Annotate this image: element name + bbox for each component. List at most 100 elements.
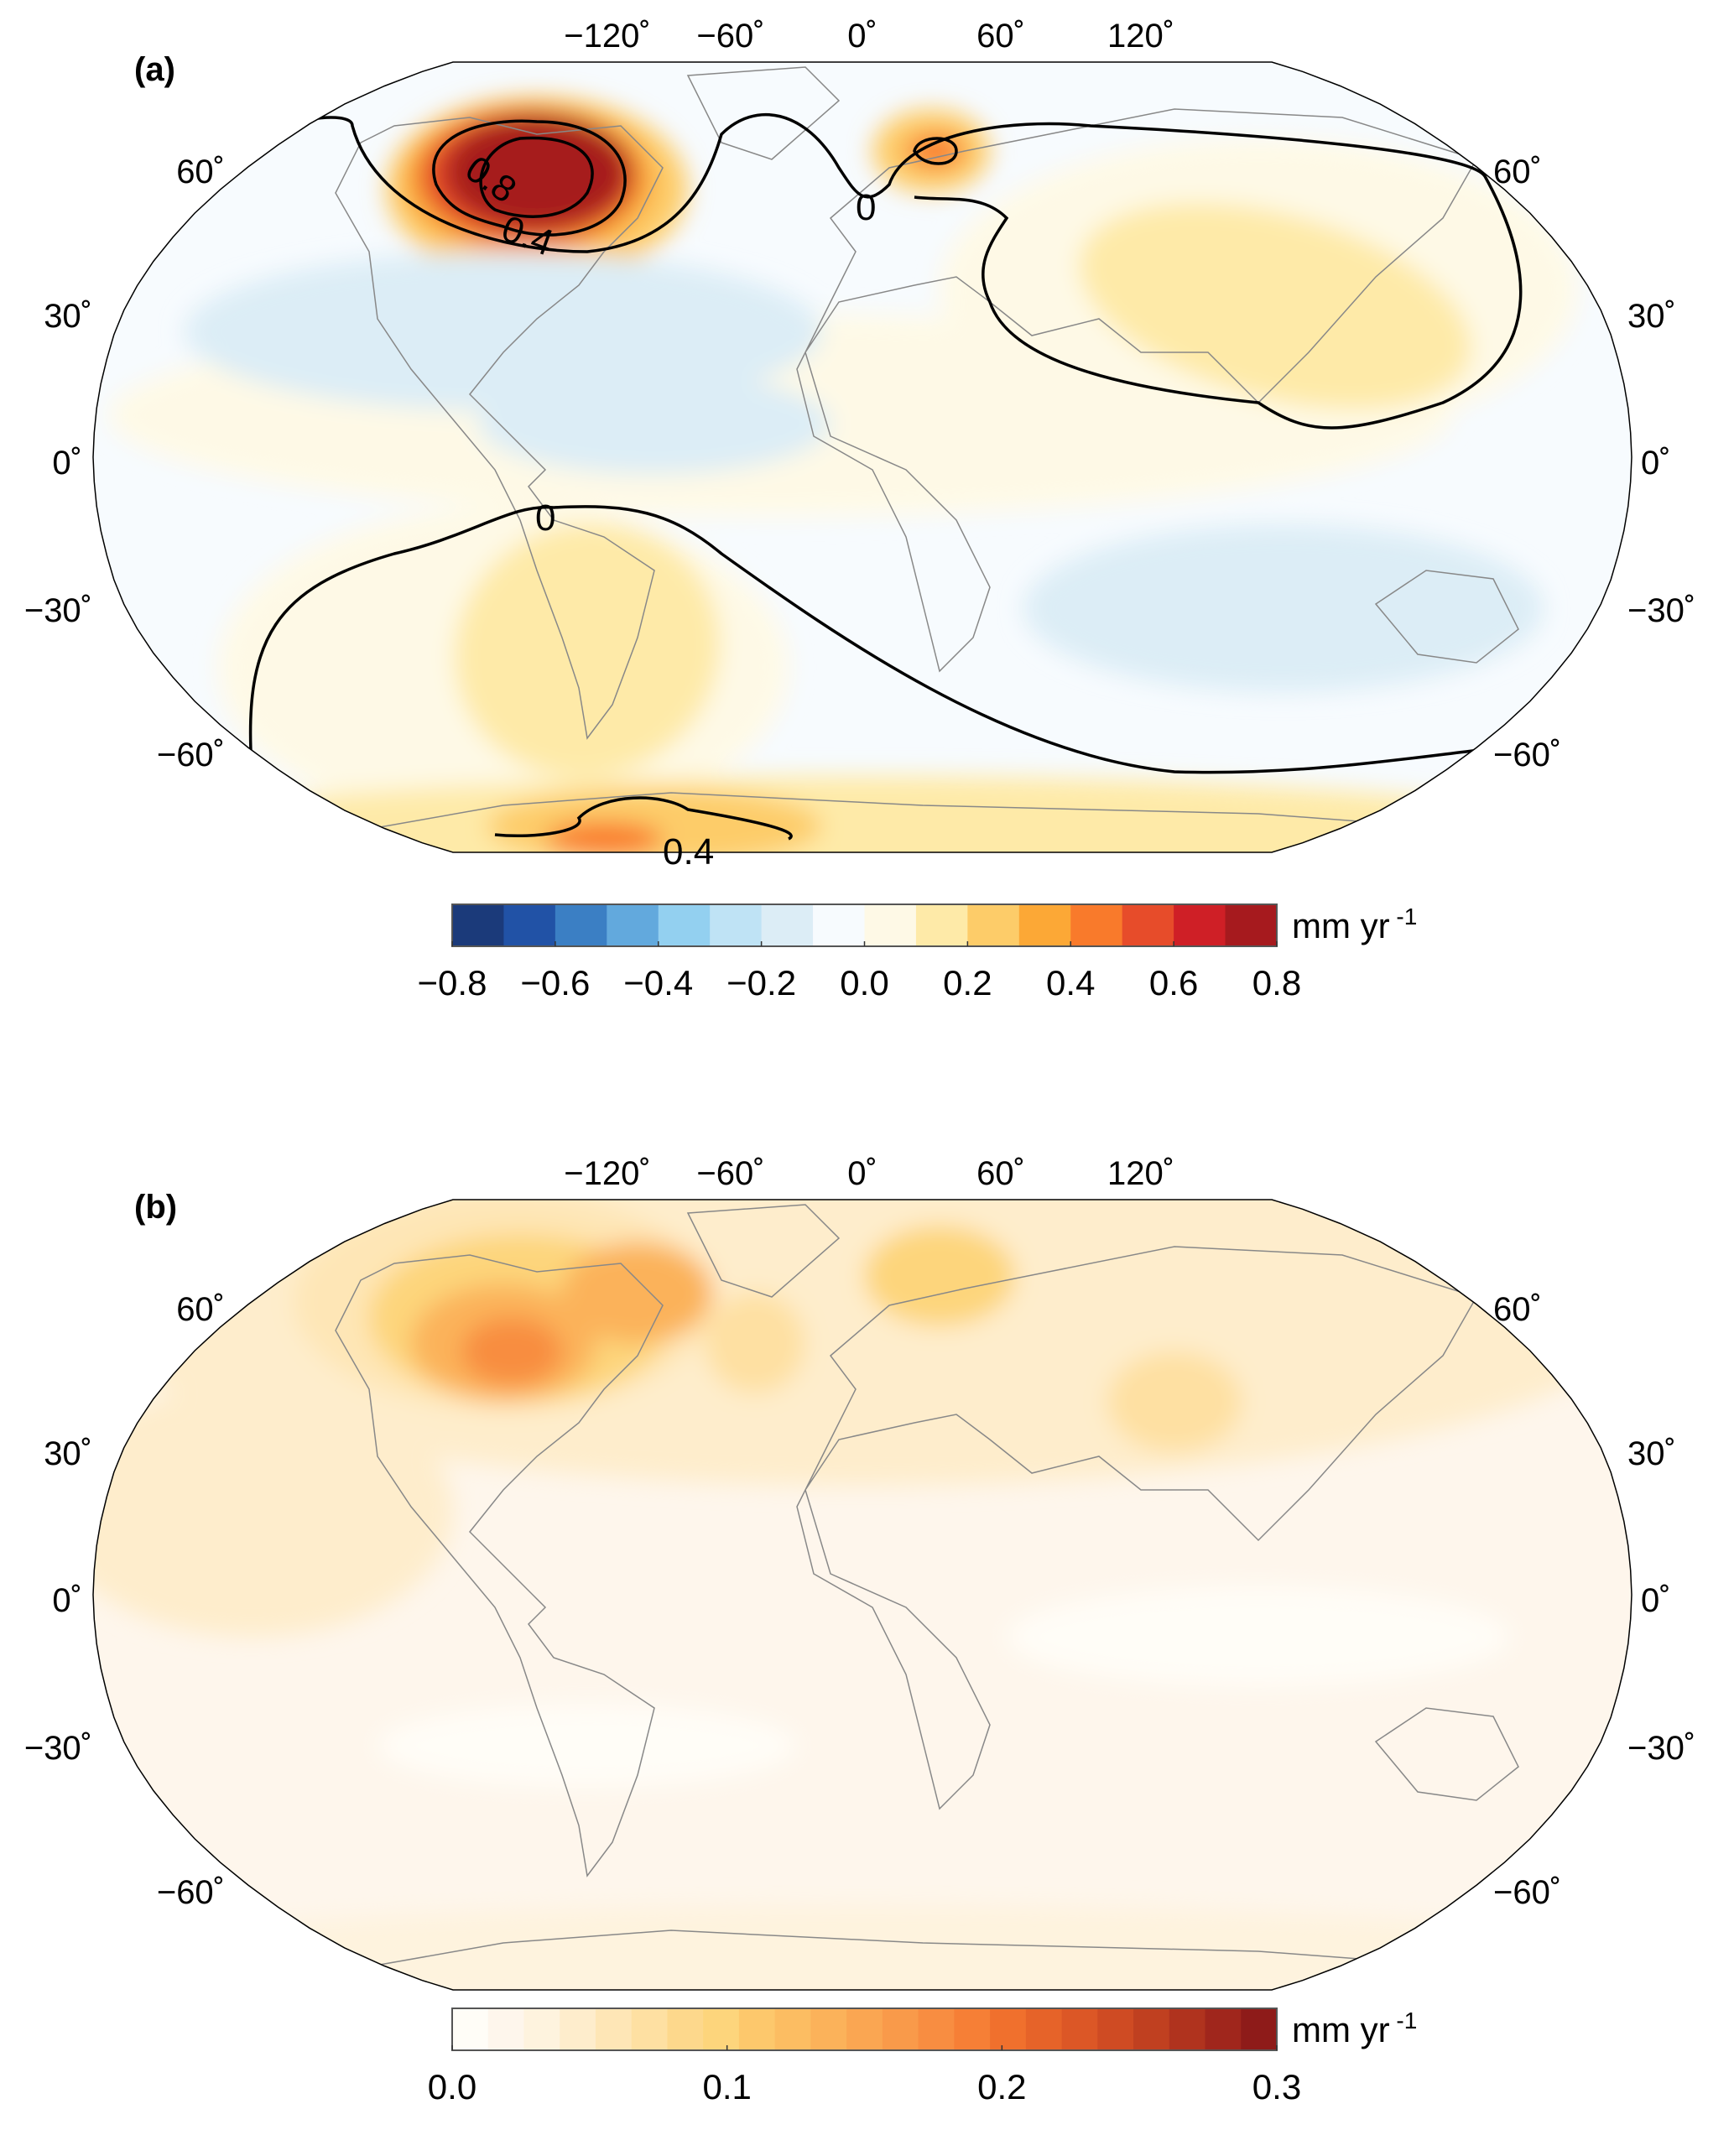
lat-label: 30˚ bbox=[1627, 1435, 1676, 1472]
lon-label: 0˚ bbox=[847, 1155, 877, 1192]
colorbar-swatch bbox=[703, 2008, 740, 2050]
contour-line bbox=[913, 137, 958, 165]
panel-b-lat-labels: 60˚ 30˚ 0˚ −30˚ −60˚ 60˚ 30˚ 0˚ −30˚ −60… bbox=[24, 1291, 1695, 1911]
contour-line bbox=[248, 505, 1511, 774]
colorbar-swatch bbox=[487, 2008, 524, 2050]
field-region bbox=[1107, 1351, 1242, 1452]
field-region bbox=[864, 1226, 1015, 1326]
contour-label: 0 bbox=[535, 497, 555, 539]
lat-label: 30˚ bbox=[44, 1435, 92, 1472]
colorbar-swatch bbox=[631, 2008, 668, 2050]
colorbar-swatch bbox=[555, 904, 607, 946]
field-region bbox=[93, 1905, 1632, 1990]
lat-label: −60˚ bbox=[1493, 737, 1561, 773]
colorbar-unit-exponent: -1 bbox=[1390, 904, 1418, 930]
colorbar-swatch bbox=[810, 2008, 847, 2050]
lon-label: 120˚ bbox=[1107, 18, 1174, 55]
colorbar-tick-label: 0.3 bbox=[1252, 2067, 1301, 2107]
colorbar-swatch bbox=[774, 2008, 811, 2050]
lat-label: −30˚ bbox=[1627, 1730, 1695, 1767]
lat-label: 60˚ bbox=[1493, 1291, 1542, 1328]
colorbar-swatch bbox=[1070, 904, 1123, 946]
colorbar-swatch bbox=[1133, 2008, 1170, 2050]
colorbar-swatch bbox=[990, 2008, 1027, 2050]
contour-line bbox=[479, 136, 594, 218]
lon-label: 0˚ bbox=[847, 18, 877, 55]
colorbar-swatch bbox=[915, 904, 968, 946]
colorbar-swatch bbox=[882, 2008, 919, 2050]
lat-label: −60˚ bbox=[157, 737, 225, 773]
coastline bbox=[335, 117, 664, 740]
colorbar-swatch bbox=[738, 2008, 776, 2050]
colorbar-swatch bbox=[503, 904, 556, 946]
coastline bbox=[335, 1254, 664, 1877]
colorbar-unit: mm yr -1 bbox=[1292, 2008, 1417, 2049]
lat-label: 0˚ bbox=[1641, 1582, 1671, 1619]
coastline bbox=[796, 108, 1478, 673]
lon-label: 60˚ bbox=[976, 18, 1025, 55]
field-region bbox=[185, 252, 822, 411]
colorbar-swatch bbox=[1061, 2008, 1098, 2050]
contour-line bbox=[432, 119, 627, 237]
field-region bbox=[562, 1242, 713, 1343]
colorbar-swatch bbox=[1225, 904, 1278, 946]
field-region bbox=[1079, 202, 1471, 410]
colorbar-tick-label: 0.4 bbox=[1046, 963, 1095, 1002]
colorbar-swatch bbox=[560, 2008, 596, 2050]
colorbar-swatch bbox=[918, 2008, 955, 2050]
lon-label: −60˚ bbox=[696, 1155, 764, 1192]
colorbar-tick-label: 0.0 bbox=[428, 2067, 476, 2107]
colorbar-tick-label: −0.8 bbox=[418, 963, 487, 1002]
panel-a-lat-labels: 60˚ 30˚ 0˚ −30˚ −60˚ 60˚ 30˚ 0˚ −30˚ −60… bbox=[24, 154, 1695, 773]
lat-label: 60˚ bbox=[176, 154, 225, 190]
field-region bbox=[93, 776, 1632, 852]
lat-label: −30˚ bbox=[1627, 592, 1695, 629]
colorbar-tick-label: −0.6 bbox=[520, 963, 590, 1002]
colorbar-swatch bbox=[1169, 2008, 1206, 2050]
colorbar-a: −0.8 −0.6 −0.4 −0.2 0.0 0.2 0.4 0.6 0.8 mm yr -1 bbox=[418, 904, 1417, 1002]
colorbar-tick-label: 0.2 bbox=[943, 963, 992, 1002]
coastline bbox=[360, 1929, 1427, 1969]
coastline bbox=[686, 1204, 841, 1298]
colorbar-tick-label: 0.2 bbox=[977, 2067, 1026, 2107]
lat-label: −60˚ bbox=[1493, 1874, 1561, 1911]
colorbar-b: 0.0 0.1 0.2 0.3 mm yr -1 bbox=[428, 2008, 1417, 2107]
colorbar-swatch bbox=[1174, 904, 1226, 946]
field-region bbox=[1023, 524, 1544, 692]
colorbar-swatch bbox=[1122, 904, 1174, 946]
colorbar-swatch bbox=[452, 904, 504, 946]
lon-label: 120˚ bbox=[1107, 1155, 1174, 1192]
colorbar-swatch bbox=[523, 2008, 560, 2050]
field-region bbox=[378, 1704, 797, 1788]
panel-b-lon-labels: −120˚ −60˚ 0˚ 60˚ 120˚ bbox=[564, 1155, 1174, 1192]
lon-label: −120˚ bbox=[564, 18, 650, 55]
contour-label: 0 bbox=[856, 187, 876, 228]
lat-label: 0˚ bbox=[52, 1582, 82, 1619]
lat-label: 30˚ bbox=[1627, 298, 1676, 335]
colorbar-tick-label: 0.6 bbox=[1149, 963, 1198, 1002]
panel-b-label: (b) bbox=[134, 1189, 177, 1226]
map-a-field bbox=[92, 61, 1632, 853]
colorbar-swatch bbox=[761, 904, 814, 946]
lat-label: 60˚ bbox=[176, 1291, 225, 1328]
colorbar-swatch bbox=[710, 904, 763, 946]
colorbar-tick-label: −0.4 bbox=[623, 963, 693, 1002]
colorbar-swatch bbox=[658, 904, 711, 946]
field-region bbox=[461, 1318, 562, 1385]
colorbar-swatch bbox=[607, 904, 659, 946]
lat-label: −60˚ bbox=[157, 1874, 225, 1911]
colorbar-swatch bbox=[595, 2008, 633, 2050]
field-region bbox=[478, 373, 831, 474]
colorbar-swatch bbox=[864, 904, 917, 946]
lon-label: 60˚ bbox=[976, 1155, 1025, 1192]
colorbar-swatch bbox=[667, 2008, 704, 2050]
panel-b-map: (b) −120˚ −60˚ 0˚ 60˚ 120˚ 60˚ 30˚ 0˚ −3… bbox=[24, 1155, 1695, 2107]
colorbar-frame bbox=[451, 2008, 1278, 2051]
colorbar-tick-label: 0.1 bbox=[702, 2067, 751, 2107]
colorbar-swatch bbox=[1241, 2008, 1278, 2050]
coastline bbox=[1374, 1707, 1519, 1801]
lat-label: 30˚ bbox=[44, 298, 92, 335]
coastline bbox=[1374, 570, 1519, 664]
colorbar-unit: mm yr -1 bbox=[1292, 904, 1417, 945]
map-b-field bbox=[92, 1199, 1632, 1991]
